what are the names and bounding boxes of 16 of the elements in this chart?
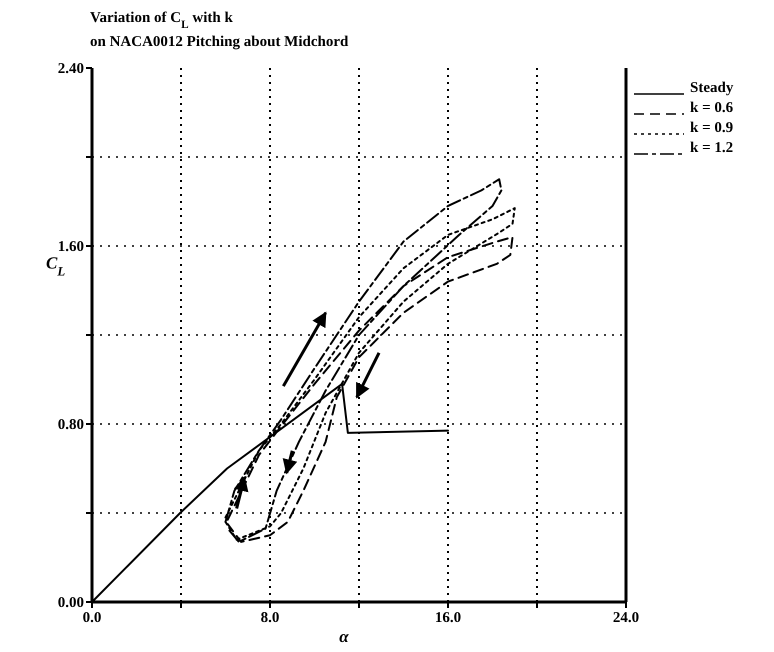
y-tick-label: 1.60 — [58, 239, 84, 255]
chart-subtitle: on NACA0012 Pitching about Midchord — [90, 34, 350, 50]
x-tick-label: 0.0 — [82, 610, 102, 626]
legend-label: k = 1.2 — [690, 140, 734, 156]
x-axis-title: α — [339, 627, 350, 646]
x-tick-label: 24.0 — [612, 610, 640, 626]
x-tick-label: 16.0 — [434, 610, 462, 626]
legend-label: Steady — [690, 80, 734, 96]
legend-label: k = 0.9 — [690, 120, 734, 136]
y-tick-label: 0.00 — [58, 595, 84, 611]
chart-title: Variation of C$_{L}$ with k — [90, 10, 234, 31]
legend-label: k = 0.6 — [690, 100, 734, 116]
y-tick-label: 0.80 — [58, 417, 84, 433]
x-tick-label: 8.0 — [260, 610, 280, 626]
y-tick-label: 2.40 — [58, 61, 84, 77]
y-axis-title: C$_{L}$ — [46, 253, 66, 278]
